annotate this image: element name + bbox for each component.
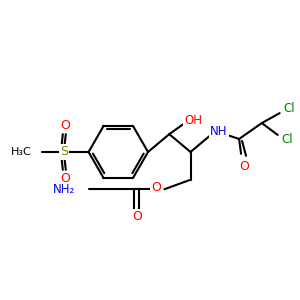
Text: O: O [132, 211, 142, 224]
Text: O: O [60, 119, 70, 132]
Text: Cl: Cl [282, 134, 293, 146]
Text: O: O [152, 181, 161, 194]
Text: S: S [60, 146, 68, 158]
Text: Cl: Cl [284, 102, 296, 115]
Text: NH₂: NH₂ [53, 183, 75, 196]
Text: OH: OH [184, 114, 202, 127]
Text: O: O [60, 172, 70, 185]
Text: NH: NH [210, 125, 227, 138]
Text: O: O [239, 160, 249, 173]
Text: H₃C: H₃C [11, 147, 32, 157]
